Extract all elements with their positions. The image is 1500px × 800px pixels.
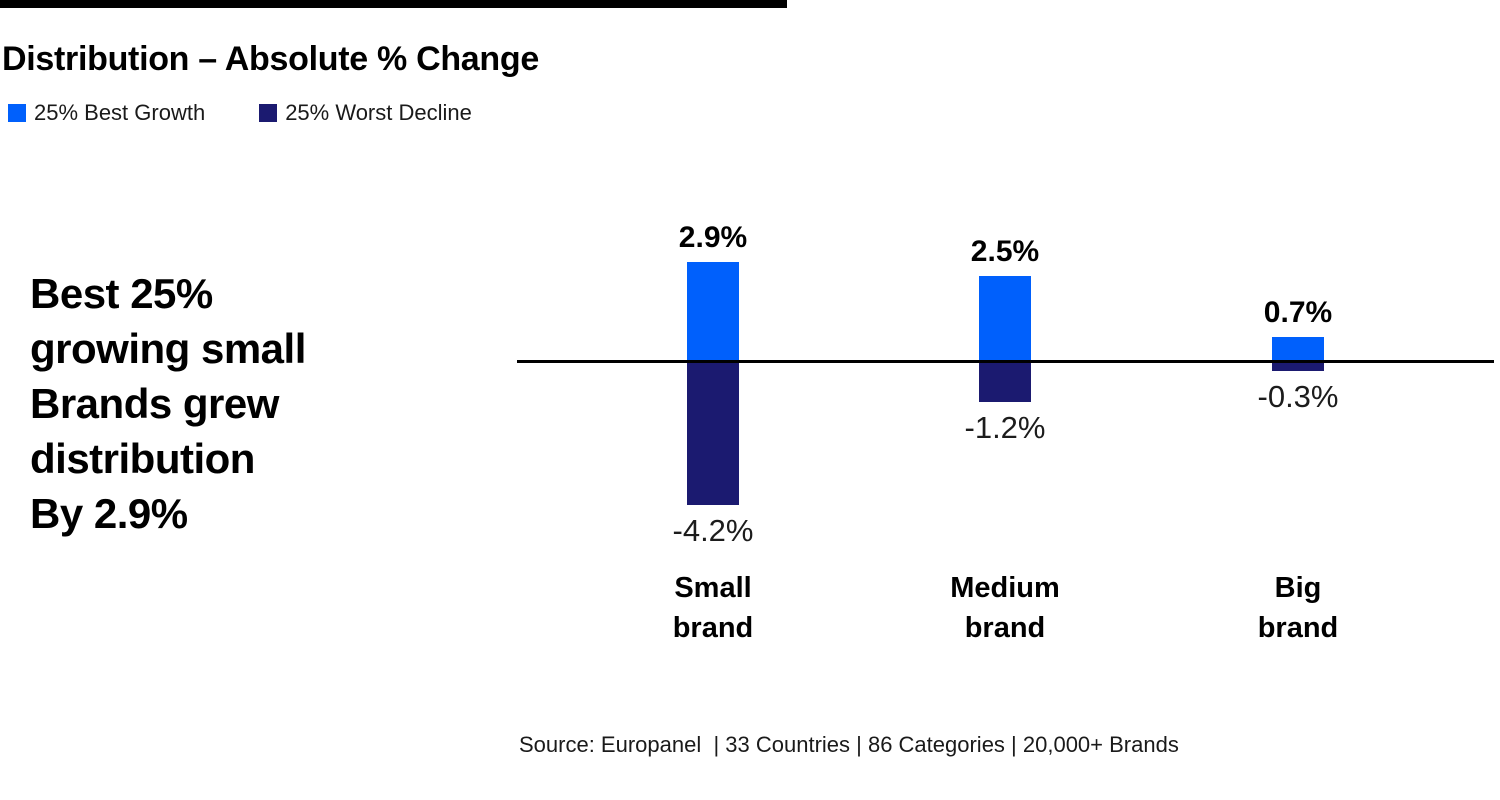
headline-line: Brands grew [30,380,279,427]
negative-value-label: -4.2% [672,512,754,548]
positive-value-label: 2.5% [970,234,1040,268]
best-growth-bar [1272,337,1324,361]
positive-value-label: 0.7% [1263,296,1333,330]
source-attribution: Source: Europanel | 33 Countries | 86 Ca… [519,732,1179,757]
bar-group-small-brand: 2.9% -4.2% Small brand [613,0,813,800]
legend-item-best-growth: 25% Best Growth [8,100,205,126]
category-label-big-brand: Big brand [1257,572,1339,644]
top-accent-bar [0,0,787,8]
legend: 25% Best Growth 25% Worst Decline [8,100,472,126]
zero-axis-line [517,360,1494,363]
headline-line: growing small [30,325,306,372]
key-takeaway-text: Best 25% growing small Brands grew distr… [30,266,306,541]
chart-title: Distribution – Absolute % Change [2,40,539,78]
category-label-medium-brand: Medium brand [950,572,1060,644]
negative-value-label: -0.3% [1257,379,1339,415]
legend-item-worst-decline: 25% Worst Decline [259,100,472,126]
best-growth-swatch-icon [8,104,26,122]
best-growth-bar [979,275,1031,361]
legend-label: 25% Best Growth [34,100,206,125]
positive-value-label: 2.9% [678,220,748,254]
bar-group-big-brand: 0.7% -0.3% Big brand [1198,0,1398,800]
legend-label: 25% Worst Decline [285,100,472,125]
headline-line: Best 25% [30,270,213,317]
negative-value-label: -1.2% [964,410,1046,446]
best-growth-bar [687,261,739,361]
worst-decline-bar [1272,361,1324,372]
worst-decline-swatch-icon [259,104,278,122]
worst-decline-bar [979,361,1031,403]
category-label-small-brand: Small brand [672,572,754,644]
worst-decline-bar [687,361,739,505]
headline-line: By 2.9% [30,490,188,537]
bar-group-medium-brand: 2.5% -1.2% Medium brand [905,0,1105,800]
headline-line: distribution [30,435,255,482]
